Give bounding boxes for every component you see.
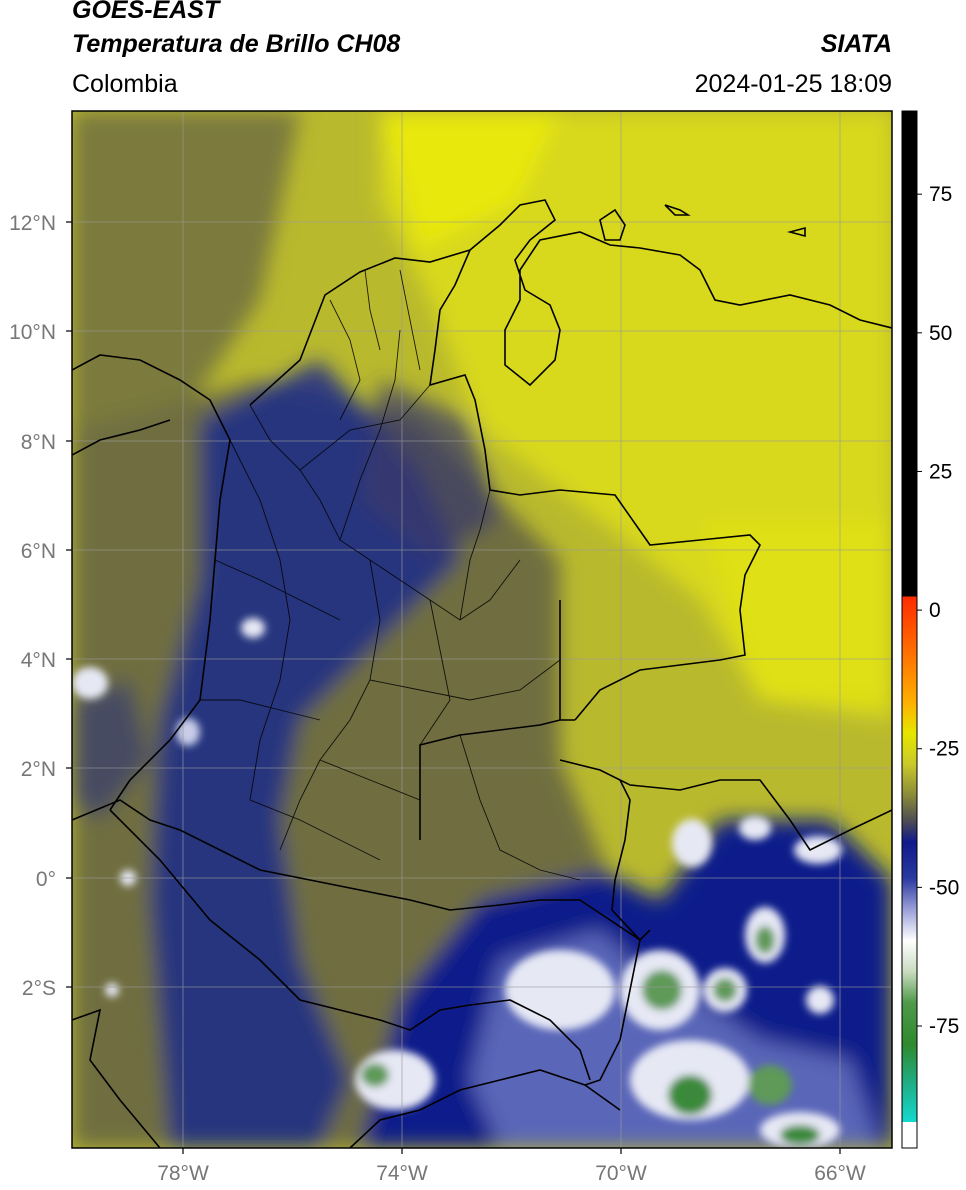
colorbar-tick-label: 75 <box>929 183 952 206</box>
region-label: Colombia <box>72 70 178 98</box>
colorbar: 75 50 25 0 -25 -50 -75 <box>901 110 959 1149</box>
lon-tick-label: 78°W <box>157 1162 209 1185</box>
product-title: Temperatura de Brillo CH08 <box>72 30 401 58</box>
satellite-title: GOES-EAST <box>72 0 220 24</box>
lat-tick-label: 0° <box>36 868 56 891</box>
map-frame <box>71 110 893 1149</box>
lon-tick-label: 74°W <box>376 1162 428 1185</box>
lat-tick-label: 2°S <box>22 977 56 1000</box>
datetime-label: 2024-01-25 18:09 <box>694 70 892 98</box>
colorbar-tick-label: 0 <box>929 599 941 622</box>
colorbar-tick-label: 50 <box>929 322 952 345</box>
longitude-axis: 78°W 74°W 70°W 66°W <box>157 1162 866 1185</box>
colorbar-tick-label: -50 <box>929 876 959 899</box>
colorbar-gradient <box>901 110 918 1149</box>
lat-tick-label: 12°N <box>9 212 56 235</box>
agency-label: SIATA <box>820 30 892 58</box>
lat-tick-label: 2°N <box>21 758 56 781</box>
country-borders <box>72 199 892 1148</box>
lat-tick-label: 8°N <box>21 431 56 454</box>
lat-tick-label: 6°N <box>21 540 56 563</box>
lon-tick-label: 70°W <box>595 1162 647 1185</box>
colorbar-tick-label: -25 <box>929 738 959 761</box>
lat-tick-label: 4°N <box>21 649 56 672</box>
lon-tick-label: 66°W <box>814 1162 866 1185</box>
satellite-imagery <box>72 111 892 1148</box>
latitude-axis: 12°N 10°N 8°N 6°N 4°N 2°N 0° 2°S <box>9 212 56 1000</box>
lat-tick-label: 10°N <box>9 321 56 344</box>
colorbar-tick-label: -75 <box>929 1015 959 1038</box>
colorbar-tick-label: 25 <box>929 460 952 483</box>
